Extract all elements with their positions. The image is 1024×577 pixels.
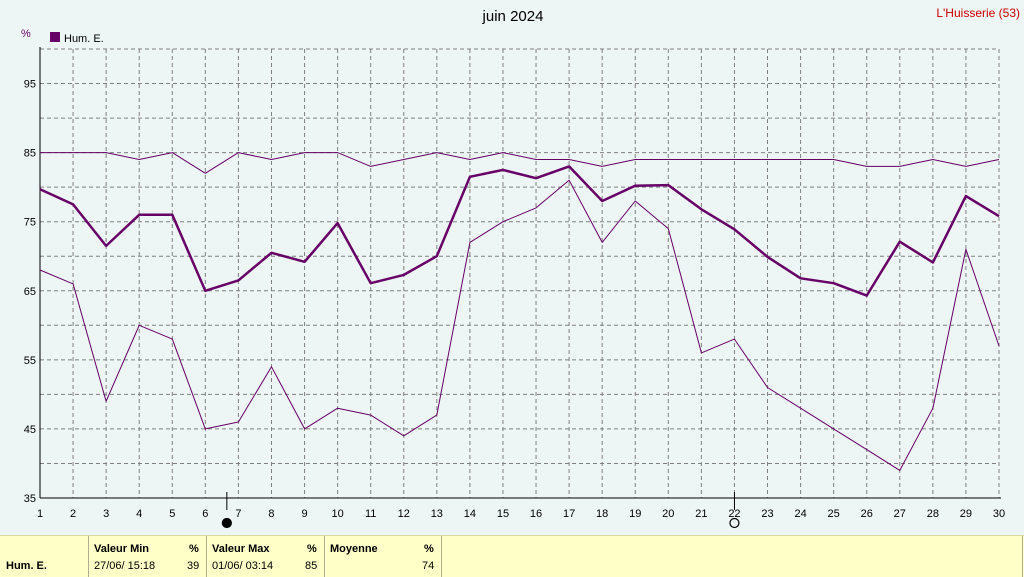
divider: [88, 536, 89, 577]
moon-marker-layer: [221, 492, 740, 529]
y-tick-label: 55: [24, 355, 36, 367]
max-header: Valeur Max: [212, 543, 270, 555]
y-unit-label: %: [21, 28, 31, 40]
x-tick-label: 22: [728, 508, 740, 520]
series-line-min: [39, 179, 1000, 471]
x-tick-label: 18: [596, 508, 608, 520]
divider: [324, 536, 325, 577]
x-tick-label: 10: [331, 508, 343, 520]
grid-layer: [39, 47, 1001, 499]
full-moon-icon: [221, 517, 232, 529]
x-tick-label: 25: [828, 508, 840, 520]
x-tick-label: 15: [497, 508, 509, 520]
x-tick-label: 20: [662, 508, 674, 520]
x-tick-label: 17: [563, 508, 575, 520]
x-tick-label: 24: [794, 508, 806, 520]
series-line-max: [40, 152, 1000, 174]
humidity-chart: juin 2024 L'Huisserie (53) % Hum. E. 354…: [21, 6, 1020, 529]
x-tick-label: 12: [398, 508, 410, 520]
x-tick-label: 16: [530, 508, 542, 520]
x-tick-label: 2: [70, 508, 76, 520]
x-tick-label: 1: [37, 508, 43, 520]
x-tick-label: 30: [993, 508, 1005, 520]
min-header: Valeur Min: [94, 543, 150, 555]
min-value: 39: [187, 560, 200, 572]
x-tick-label: 7: [235, 508, 241, 520]
legend-swatch: [50, 32, 60, 42]
min-date: 27/06/ 15:18: [94, 560, 156, 572]
max-date: 01/06/ 03:14: [212, 560, 274, 572]
x-tick-label: 9: [301, 508, 307, 520]
avg-unit: %: [424, 543, 434, 555]
x-tick-label: 14: [464, 508, 476, 520]
x-tick-label: 3: [103, 508, 109, 520]
min-unit: %: [189, 543, 199, 555]
stats-series-label: Hum. E.: [6, 560, 47, 572]
x-tick-label: 4: [136, 508, 142, 520]
x-tick-label: 28: [927, 508, 939, 520]
y-tick-label: 75: [24, 217, 36, 229]
y-tick-label: 95: [24, 79, 36, 91]
avg-header: Moyenne: [330, 543, 378, 555]
y-tick-label: 35: [24, 493, 36, 505]
x-tick-label: 29: [960, 508, 972, 520]
x-tick-label: 11: [365, 508, 376, 520]
x-tick-label: 23: [761, 508, 773, 520]
divider: [206, 536, 207, 577]
new-moon-icon: [729, 517, 740, 529]
chart-title: juin 2024: [482, 8, 544, 25]
y-tick-label: 65: [24, 286, 36, 298]
x-tick-label: 13: [431, 508, 443, 520]
x-tick-label: 21: [695, 508, 707, 520]
max-value: 85: [305, 560, 318, 572]
x-tick-label: 27: [894, 508, 906, 520]
series-line-mean: [39, 165, 1000, 297]
max-unit: %: [307, 543, 317, 555]
divider: [1022, 536, 1023, 577]
legend-label: Hum. E.: [64, 33, 104, 45]
x-tick-label: 5: [169, 508, 175, 520]
divider: [441, 536, 442, 577]
x-tick-label: 6: [202, 508, 208, 520]
series-layer: [39, 152, 1000, 471]
x-tick-label: 19: [629, 508, 641, 520]
y-tick-label: 45: [24, 424, 36, 436]
x-tick-label: 26: [861, 508, 873, 520]
x-tick-label: 8: [268, 508, 274, 520]
y-tick-label: 85: [24, 148, 36, 160]
stats-table: Hum. E. Valeur Min % 27/06/ 15:18 39 Val…: [0, 535, 1024, 577]
station-label: L'Huisserie (53): [936, 6, 1020, 20]
avg-value: 74: [422, 560, 435, 572]
